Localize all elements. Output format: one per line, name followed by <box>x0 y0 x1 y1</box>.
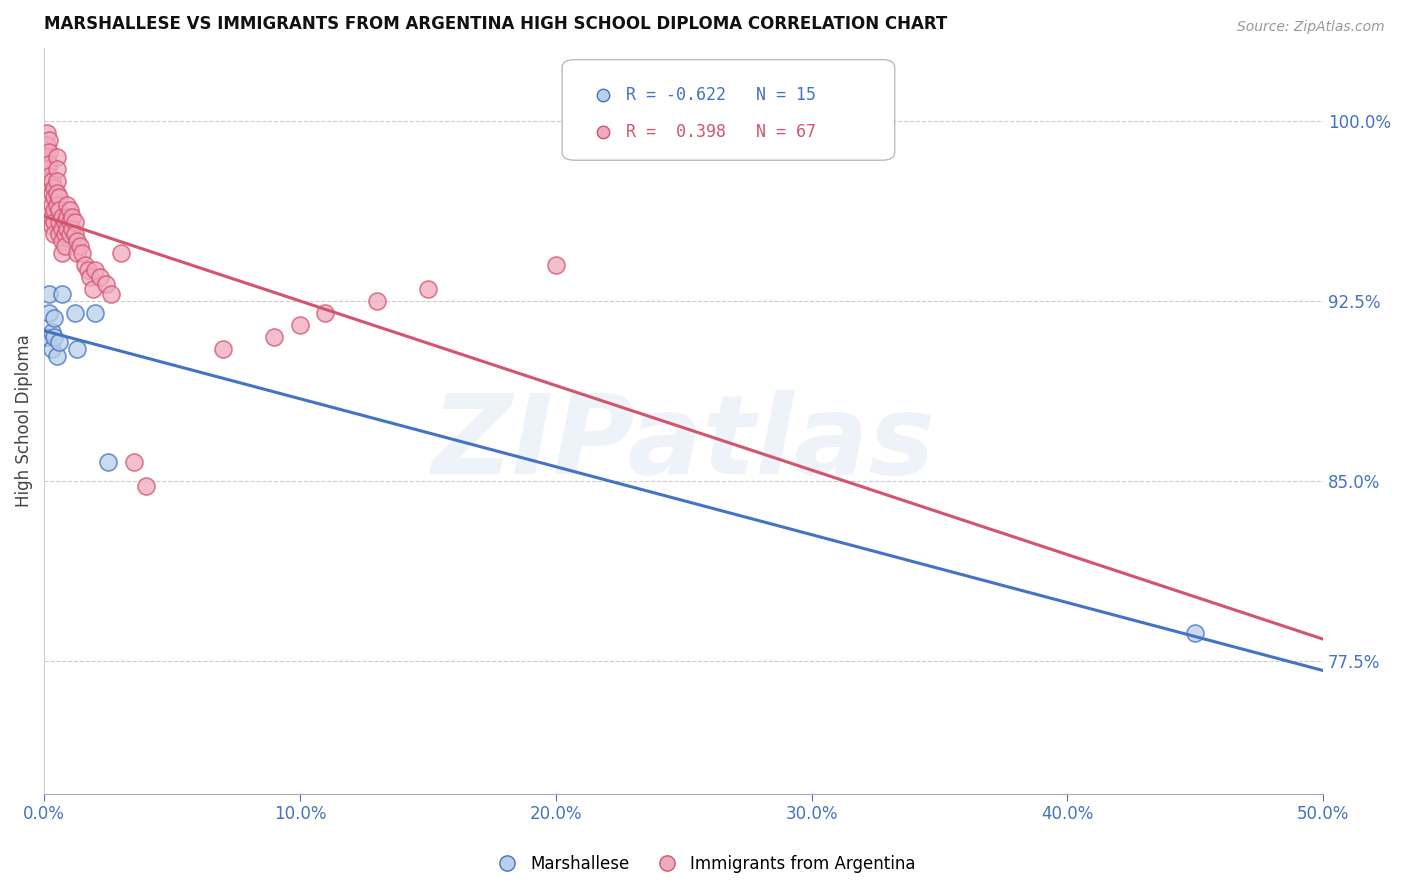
Point <box>53 214 76 228</box>
Point <box>51 245 73 260</box>
Point <box>44 330 66 344</box>
Point <box>66 234 89 248</box>
Point <box>1184 625 1206 640</box>
Point <box>41 342 63 356</box>
Point <box>69 238 91 252</box>
Point <box>44 181 66 195</box>
Point <box>44 310 66 325</box>
Point <box>56 197 79 211</box>
Point <box>35 174 58 188</box>
Point <box>44 227 66 241</box>
Point <box>51 234 73 248</box>
Point <box>48 214 70 228</box>
Point <box>135 479 157 493</box>
Point <box>38 286 60 301</box>
Point <box>38 133 60 147</box>
Point <box>53 238 76 252</box>
Point <box>72 245 94 260</box>
Point <box>56 210 79 224</box>
Point <box>35 126 58 140</box>
Point <box>41 197 63 211</box>
Point <box>44 190 66 204</box>
Point <box>66 245 89 260</box>
Point <box>53 227 76 241</box>
Point <box>59 227 82 241</box>
Text: ZIPatlas: ZIPatlas <box>432 390 935 497</box>
Point <box>56 221 79 235</box>
Point <box>100 286 122 301</box>
Point <box>73 258 96 272</box>
Point <box>84 306 107 320</box>
Point <box>122 455 145 469</box>
Point <box>89 269 111 284</box>
Point <box>44 202 66 217</box>
Point <box>45 174 67 188</box>
Text: R =  0.398   N = 67: R = 0.398 N = 67 <box>626 123 815 141</box>
Point <box>45 349 67 363</box>
Point <box>60 210 83 224</box>
Point <box>41 174 63 188</box>
Point <box>212 342 235 356</box>
Point <box>288 318 311 332</box>
Point <box>263 330 285 344</box>
Point <box>48 227 70 241</box>
Point <box>35 150 58 164</box>
Point <box>41 219 63 234</box>
Point <box>35 161 58 176</box>
Point <box>51 286 73 301</box>
FancyBboxPatch shape <box>562 60 894 161</box>
Point <box>35 330 58 344</box>
Point <box>110 245 132 260</box>
Point <box>63 214 86 228</box>
Point <box>63 227 86 241</box>
Point <box>60 221 83 235</box>
Y-axis label: High School Diploma: High School Diploma <box>15 334 32 508</box>
Point <box>51 221 73 235</box>
Point <box>41 210 63 224</box>
Point <box>48 202 70 217</box>
Point <box>97 455 120 469</box>
Point <box>94 277 117 291</box>
Point <box>45 197 67 211</box>
Text: Source: ZipAtlas.com: Source: ZipAtlas.com <box>1237 20 1385 34</box>
Point <box>315 306 337 320</box>
Point <box>59 214 82 228</box>
Point <box>45 161 67 176</box>
Point <box>84 262 107 277</box>
Point <box>41 325 63 339</box>
Text: R = -0.622   N = 15: R = -0.622 N = 15 <box>626 86 815 103</box>
Point <box>35 137 58 152</box>
Point <box>51 210 73 224</box>
Point <box>544 258 567 272</box>
Point <box>44 214 66 228</box>
Point <box>59 202 82 217</box>
Point <box>416 282 439 296</box>
Point <box>41 186 63 200</box>
Point <box>45 186 67 200</box>
Point <box>38 145 60 159</box>
Legend: Marshallese, Immigrants from Argentina: Marshallese, Immigrants from Argentina <box>484 848 922 880</box>
Point <box>48 334 70 349</box>
Point <box>38 169 60 183</box>
Point <box>366 293 388 308</box>
Point <box>79 269 101 284</box>
Point <box>63 306 86 320</box>
Point <box>38 306 60 320</box>
Point <box>48 190 70 204</box>
Text: MARSHALLESE VS IMMIGRANTS FROM ARGENTINA HIGH SCHOOL DIPLOMA CORRELATION CHART: MARSHALLESE VS IMMIGRANTS FROM ARGENTINA… <box>44 15 948 33</box>
Point <box>76 262 98 277</box>
Point <box>45 150 67 164</box>
Point <box>82 282 104 296</box>
Point <box>38 157 60 171</box>
Point <box>66 342 89 356</box>
